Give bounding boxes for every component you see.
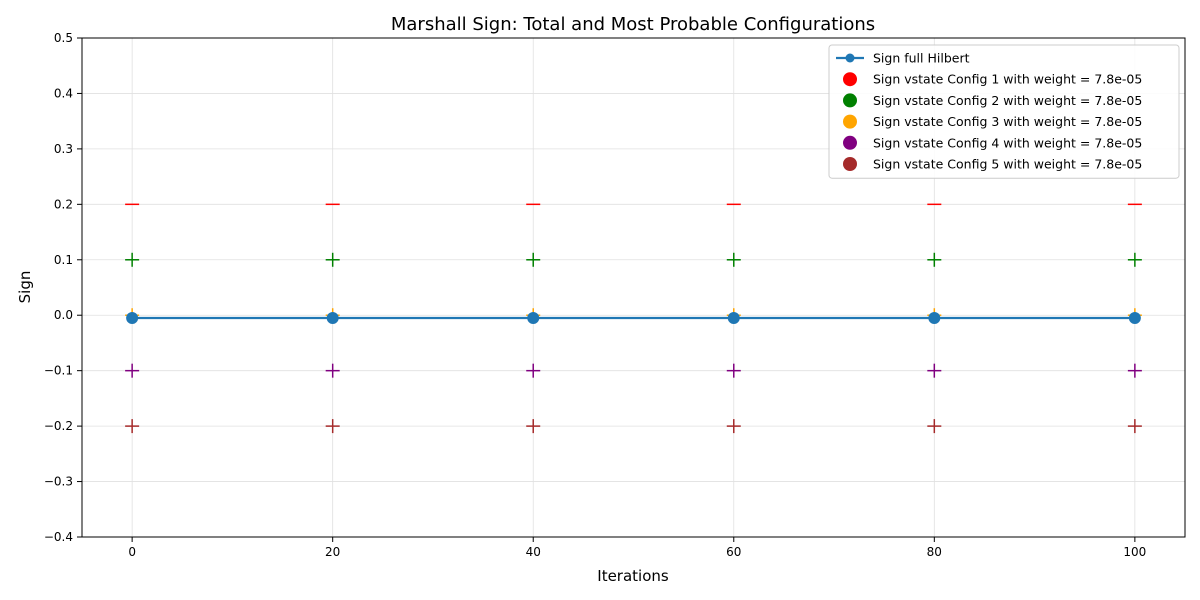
legend-entry: Sign vstate Config 2 with weight = 7.8e-… [843,93,1142,108]
x-axis-label: Iterations [597,567,669,585]
legend-marker-swatch [843,135,857,150]
y-axis-label: Sign [16,271,34,304]
series-plus [125,252,1142,267]
legend-marker-swatch [843,157,857,171]
y-tick-label: 0.1 [54,253,73,267]
y-tick-label: 0.0 [54,308,73,322]
y-tick-label: 0.5 [54,31,73,45]
legend-entry: Sign vstate Config 1 with weight = 7.8e-… [843,72,1142,87]
y-tick-label: 0.4 [54,86,73,100]
series-plus [125,419,1142,434]
legend-marker-swatch [843,72,857,87]
x-tick-label: 40 [526,545,541,559]
legend-marker-swatch [845,53,855,63]
data-point [527,311,540,324]
x-tick-label: 100 [1123,545,1146,559]
y-tick-label: −0.3 [44,475,73,489]
legend-label: Sign vstate Config 3 with weight = 7.8e-… [873,114,1142,129]
legend-label: Sign vstate Config 4 with weight = 7.8e-… [873,135,1142,150]
legend-marker-swatch [843,93,857,108]
y-tick-label: −0.2 [44,419,73,433]
data-point [326,311,339,324]
plot-marks [125,203,1142,434]
y-tick-label: 0.2 [54,197,73,211]
legend-label: Sign vstate Config 2 with weight = 7.8e-… [873,93,1142,108]
data-point [727,311,740,324]
legend-label: Sign vstate Config 5 with weight = 7.8e-… [873,157,1142,172]
data-point [928,311,941,324]
chart-title: Marshall Sign: Total and Most Probable C… [391,14,875,35]
legend-marker-swatch [843,114,857,129]
series-plus [125,363,1142,378]
y-tick-label: 0.3 [54,142,73,156]
legend-entry: Sign full Hilbert [836,51,970,66]
legend-entry: Sign vstate Config 5 with weight = 7.8e-… [843,157,1142,172]
y-tick-label: −0.1 [44,364,73,378]
plot-area-frame [81,37,1186,538]
x-tick-label: 20 [325,545,340,559]
legend-entry: Sign vstate Config 3 with weight = 7.8e-… [843,114,1142,129]
legend-box [828,44,1180,179]
legend-entry: Sign vstate Config 4 with weight = 7.8e-… [843,135,1142,150]
data-point [126,311,139,324]
x-tick-label: 0 [128,545,136,559]
legend: Sign full Hilbert Sign vstate Config 1 wi… [828,44,1180,179]
x-tick-label: 80 [927,545,942,559]
series-line-marker [126,311,1141,324]
x-tick-label: 60 [726,545,741,559]
legend-label: Sign full Hilbert [873,51,970,66]
legend-label: Sign vstate Config 1 with weight = 7.8e-… [873,72,1142,87]
data-point [1128,311,1141,324]
y-tick-label: −0.4 [44,530,73,544]
axis-ticks: 0 20 40 60 80 100 −0.4 −0.3 −0.2 −0.1 0.0 0.1 0.2 0.3… [44,31,1146,559]
